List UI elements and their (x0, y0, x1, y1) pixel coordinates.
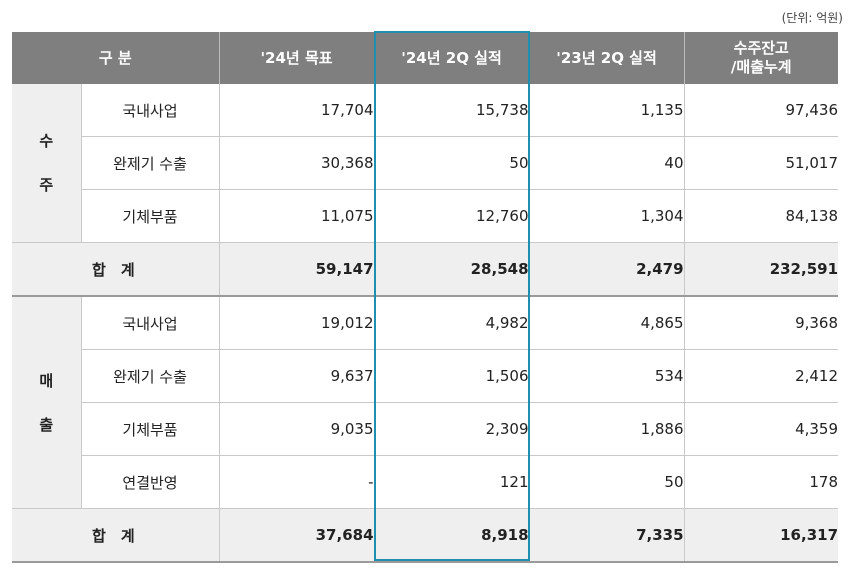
sales-group-label: 매 출 (12, 296, 81, 509)
row-label: 기체부품 (80, 402, 220, 456)
cell-24-target: 9,637 (218, 349, 375, 403)
header-backlog-sales: 수주잔고 /매출누계 (683, 32, 839, 84)
cell-23-2q: 1,304 (528, 189, 685, 243)
row-label: 연결반영 (80, 455, 220, 509)
cell-backlog: 97,436 (683, 84, 839, 137)
total-label-b: 계 (120, 260, 136, 279)
cell-23-2q: 1,886 (528, 402, 685, 456)
table-row: 완제기 수출 9,637 1,506 534 2,412 (12, 349, 839, 403)
row-label: 국내사업 (80, 296, 220, 350)
table-row: 수 주 국내사업 17,704 15,738 1,135 97,436 (12, 84, 839, 243)
cell-23-2q: 1,135 (528, 84, 685, 137)
sales-total-24-2q: 8,918 (373, 508, 530, 563)
table-row: 기체부품 9,035 2,309 1,886 4,359 (12, 402, 839, 456)
cell-backlog: 84,138 (683, 189, 839, 243)
cell-backlog: 51,017 (683, 136, 839, 190)
orders-group-label: 수 주 (12, 84, 81, 243)
row-label: 완제기 수출 (80, 136, 220, 190)
sales-group-char2: 출 (39, 415, 54, 434)
cell-24-2q: 2,309 (373, 402, 530, 456)
total-label-a: 합 (92, 260, 107, 279)
cell-24-2q: 121 (373, 455, 530, 509)
cell-24-2q: 1,506 (373, 349, 530, 403)
cell-sales-cumulative: 2,412 (683, 349, 839, 403)
orders-group-char1: 수 (39, 132, 54, 150)
cell-24-2q: 4,982 (373, 296, 530, 350)
header-category: 구 분 (12, 32, 220, 84)
cell-23-2q: 4,865 (528, 296, 685, 350)
header-backlog-line2: /매출누계 (730, 58, 792, 76)
sales-total-24-target: 37,684 (218, 508, 375, 563)
table-row: 기체부품 11,075 12,760 1,304 84,138 (12, 189, 839, 243)
table-row: 연결반영 - 121 50 178 (12, 455, 839, 509)
orders-total-23-2q: 2,479 (528, 242, 685, 297)
cell-23-2q: 40 (528, 136, 685, 190)
orders-total-24-target: 59,147 (218, 242, 375, 297)
unit-note: (단위: 억원) (781, 11, 843, 25)
header-backlog-line1: 수주잔고 (733, 39, 789, 57)
row-label: 기체부품 (80, 189, 220, 243)
sales-group-char1: 매 (39, 371, 54, 390)
cell-sales-cumulative: 9,368 (683, 296, 839, 350)
cell-24-2q: 12,760 (373, 189, 530, 243)
performance-table: 구 분 '24년 목표 '24년 2Q 실적 '23년 2Q 실적 수주잔고 /… (12, 32, 839, 563)
cell-24-target: 17,704 (218, 84, 375, 137)
cell-24-target: 30,368 (218, 136, 375, 190)
row-label: 국내사업 (80, 84, 220, 137)
cell-sales-cumulative: 4,359 (683, 402, 839, 456)
total-label-b: 계 (120, 526, 136, 545)
orders-group-char2: 주 (39, 176, 54, 194)
header-24-2q-actual: '24년 2Q 실적 (373, 32, 530, 84)
cell-24-target: 19,012 (218, 296, 375, 350)
cell-24-target: - (218, 455, 375, 509)
cell-24-2q: 15,738 (373, 84, 530, 137)
row-label: 완제기 수출 (80, 349, 220, 403)
table-row: 완제기 수출 30,368 50 40 51,017 (12, 136, 839, 190)
table-row: 매 출 국내사업 19,012 4,982 4,865 9,368 (12, 296, 839, 509)
header-row: 구 분 '24년 목표 '24년 2Q 실적 '23년 2Q 실적 수주잔고 /… (12, 32, 839, 84)
cell-23-2q: 50 (528, 455, 685, 509)
cell-23-2q: 534 (528, 349, 685, 403)
cell-24-target: 9,035 (218, 402, 375, 456)
total-label-a: 합 (92, 526, 107, 545)
cell-sales-cumulative: 178 (683, 455, 839, 509)
orders-total-24-2q: 28,548 (373, 242, 530, 297)
cell-24-2q: 50 (373, 136, 530, 190)
header-23-2q-actual: '23년 2Q 실적 (528, 32, 685, 84)
cell-24-target: 11,075 (218, 189, 375, 243)
orders-total-backlog: 232,591 (683, 242, 839, 297)
sales-total-cumulative: 16,317 (683, 508, 839, 563)
header-24-target: '24년 목표 (218, 32, 375, 84)
sales-total-23-2q: 7,335 (528, 508, 685, 563)
